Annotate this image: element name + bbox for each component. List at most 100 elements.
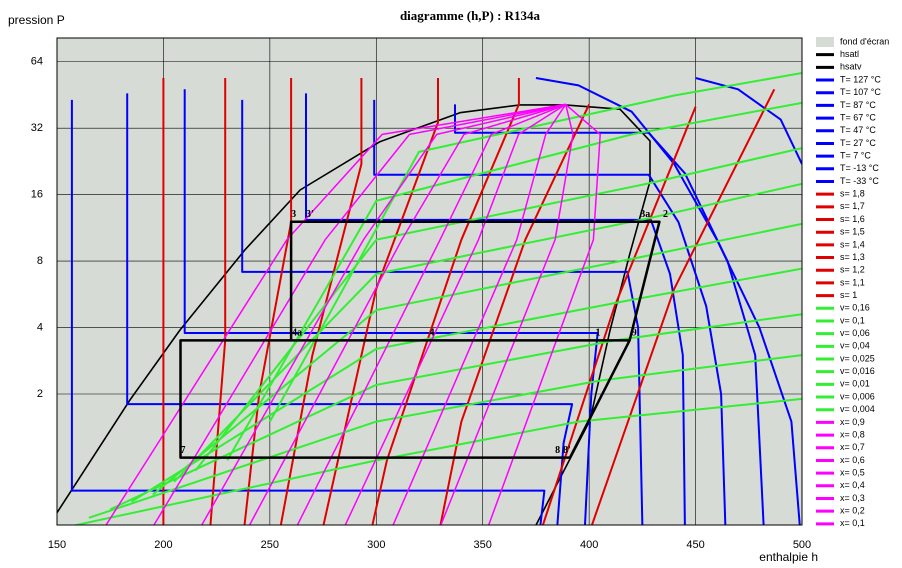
series-line	[241, 99, 644, 525]
legend-swatch	[816, 37, 834, 47]
legend: fond d'écran hsatl hsatv T= 127 °C T= 107 °C…	[816, 36, 889, 528]
point-label: 3a	[640, 209, 650, 220]
y-tick-label: 32	[31, 122, 43, 134]
legend-label: fond d'écran	[840, 36, 889, 46]
chart-title: diagramme (h,P) : R134a	[400, 8, 541, 23]
legend-label: s= 1,3	[840, 252, 865, 262]
legend-label: x= 0,1	[840, 518, 865, 528]
point-label: 1	[596, 328, 601, 339]
y-axis-label: pression P	[8, 13, 65, 27]
series-line	[371, 78, 520, 525]
series-line	[183, 89, 599, 525]
legend-label: s= 1,2	[840, 265, 865, 275]
series-line	[373, 99, 727, 525]
legend-label: s= 1,5	[840, 227, 865, 237]
series-line	[243, 78, 293, 525]
legend-label: x= 0,6	[840, 455, 865, 465]
series-line	[226, 101, 802, 461]
point-label: 8	[555, 445, 560, 456]
legend-label: v= 0,04	[840, 341, 870, 351]
x-tick-label: 250	[261, 539, 279, 551]
series-line	[105, 103, 566, 525]
series-line	[57, 104, 566, 514]
series-line	[392, 103, 567, 525]
series-line	[71, 397, 802, 525]
y-tick-label: 16	[31, 189, 43, 201]
x-tick-label: 350	[474, 539, 492, 551]
legend-label: hsatl	[840, 49, 859, 59]
legend-label: s= 1,8	[840, 189, 865, 199]
legend-label: v= 0,16	[840, 303, 870, 313]
legend-label: s= 1,7	[840, 201, 865, 211]
point-label: 3'	[306, 209, 314, 220]
legend-label: x= 0,5	[840, 467, 865, 477]
series-line	[305, 93, 686, 525]
cycle-line	[179, 220, 661, 459]
series-line	[535, 104, 651, 525]
legend-label: T= 127 °C	[840, 74, 881, 84]
legend-label: s= 1,6	[840, 214, 865, 224]
legend-label: x= 0,8	[840, 429, 865, 439]
legend-label: T= -13 °C	[840, 163, 879, 173]
point-label: 2	[663, 209, 668, 220]
series-line	[296, 103, 566, 525]
y-tick-label: 4	[37, 321, 43, 333]
legend-label: x= 0,7	[840, 442, 865, 452]
legend-label: T= 7 °C	[840, 150, 871, 160]
series-line	[344, 103, 567, 525]
legend-label: x= 0,3	[840, 493, 865, 503]
plot-lines	[57, 72, 802, 525]
legend-label: v= 0,01	[840, 379, 870, 389]
series-line	[440, 104, 574, 525]
x-axis-label: enthalpie h	[759, 550, 818, 564]
legend-label: v= 0,004	[840, 404, 875, 414]
series-line	[109, 313, 802, 511]
legend-label: v= 0,025	[840, 353, 875, 363]
series-line	[152, 222, 802, 496]
series-line	[153, 103, 566, 525]
point-label: 3	[291, 209, 296, 220]
series-line	[535, 77, 801, 525]
series-line	[269, 72, 802, 423]
point-label: 8'	[563, 445, 571, 456]
legend-label: T= 27 °C	[840, 138, 876, 148]
point-label: 4a	[292, 328, 302, 339]
x-tick-label: 200	[154, 539, 172, 551]
series-line	[439, 103, 591, 525]
series-line	[541, 106, 697, 525]
x-tick-label: 150	[48, 539, 66, 551]
series-line	[695, 77, 802, 165]
plot-background	[57, 38, 802, 525]
x-tick-label: 450	[686, 539, 704, 551]
legend-label: T= 47 °C	[840, 125, 876, 135]
y-tick-label: 64	[31, 56, 43, 68]
x-tick-label: 500	[793, 539, 811, 551]
legend-label: s= 1,1	[840, 277, 865, 287]
labels: 3 3' 3a 2 4a 4 1 9 7 8 8'	[180, 209, 668, 456]
legend-label: T= 87 °C	[840, 100, 876, 110]
legend-label: hsatv	[840, 62, 862, 72]
legend-label: s= 1,4	[840, 239, 865, 249]
y-tick-label: 8	[37, 255, 43, 267]
legend-label: v= 0,016	[840, 366, 875, 376]
series-line	[454, 104, 765, 525]
point-label: 7	[180, 445, 185, 456]
series-line	[279, 78, 363, 525]
legend-label: T= 107 °C	[840, 87, 881, 97]
point-label: 9	[632, 328, 637, 339]
legend-label: v= 0,006	[840, 391, 875, 401]
series-line	[70, 99, 546, 525]
series-line	[200, 103, 566, 525]
point-label: 4	[430, 328, 435, 339]
legend-label: x= 0,4	[840, 480, 865, 490]
legend-label: T= -33 °C	[840, 176, 879, 186]
x-tick-label: 400	[580, 539, 598, 551]
series-line	[194, 147, 802, 472]
series-line	[248, 103, 566, 525]
y-tick-label: 2	[37, 388, 43, 400]
plot-frame	[56, 37, 803, 526]
legend-label: s= 1	[840, 290, 857, 300]
legend-label: T= 67 °C	[840, 112, 876, 122]
